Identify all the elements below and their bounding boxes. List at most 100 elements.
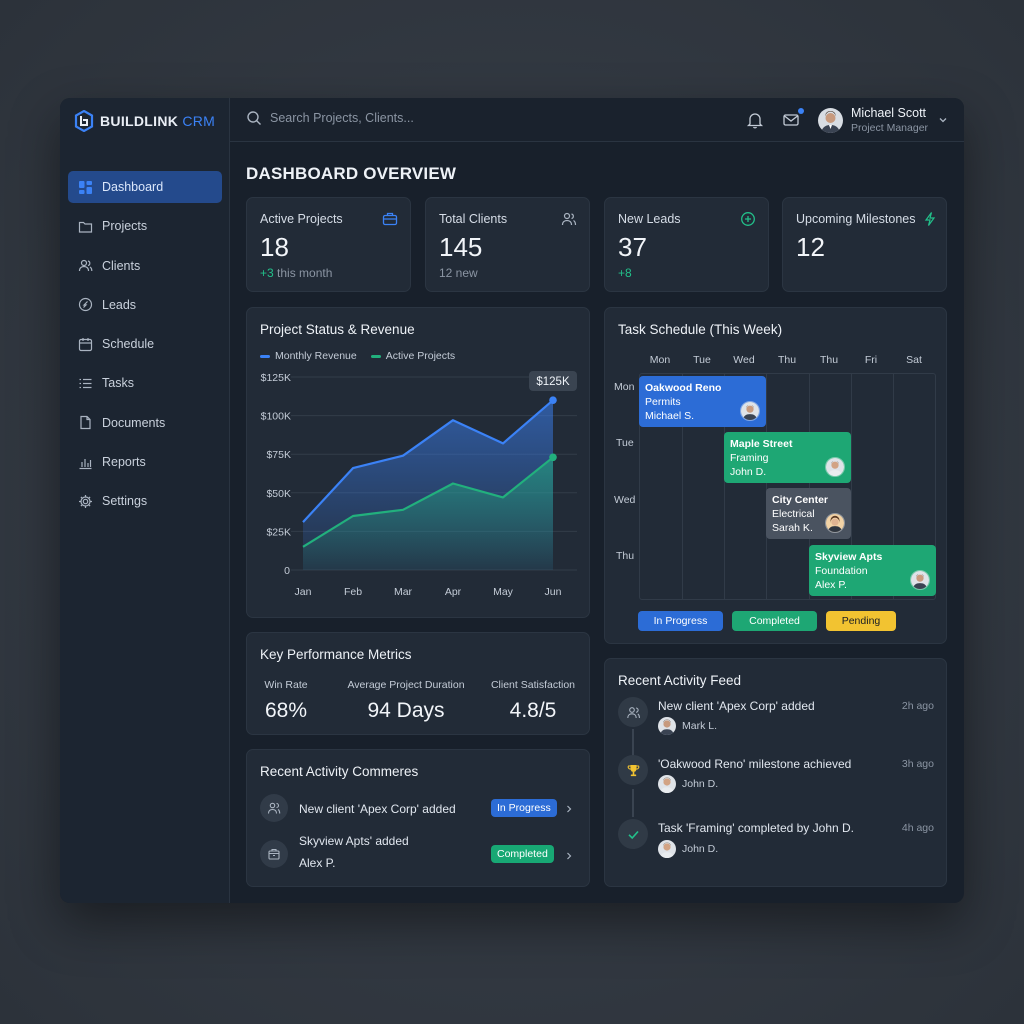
- bar-chart-icon: [78, 455, 93, 470]
- legend-completed[interactable]: Completed: [732, 611, 817, 631]
- trophy-icon: [618, 755, 648, 785]
- briefcase-icon: [382, 212, 398, 226]
- day-header: Thu: [777, 354, 797, 366]
- schedule-legend: In Progress Completed Pending: [638, 611, 896, 631]
- avatar: [658, 775, 676, 793]
- user-name[interactable]: Michael Scott: [851, 106, 927, 120]
- sidebar-item-leads[interactable]: Leads: [68, 289, 222, 321]
- kpi-card-upcoming-milestones[interactable]: Upcoming Milestones 12: [782, 197, 947, 292]
- notification-dot: [798, 108, 804, 114]
- legend-in-progress[interactable]: In Progress: [638, 611, 723, 631]
- kpm-card: Key Performance Metrics Win Rate 68% Ave…: [246, 632, 590, 735]
- event-person: Sarah K.: [772, 522, 813, 534]
- sidebar-item-label: Clients: [102, 258, 141, 273]
- legend-item-revenue[interactable]: Monthly Revenue: [260, 350, 357, 362]
- feed-item-user: John D.: [658, 840, 718, 858]
- tooltip-text: $125K: [536, 376, 570, 388]
- x-tick-label: May: [493, 586, 514, 598]
- event-skyview-apts[interactable]: Skyview Apts Foundation Alex P.: [809, 545, 936, 596]
- x-tick-label: Jun: [545, 586, 562, 598]
- check-icon: [618, 819, 648, 849]
- event-person: Michael S.: [645, 410, 695, 422]
- feed-user-name: John D.: [682, 843, 719, 855]
- package-icon: [260, 840, 288, 868]
- feed-item-time: 4h ago: [901, 822, 934, 834]
- sidebar-item-label: Tasks: [102, 376, 134, 391]
- revenue-chart[interactable]: 0 $25K $50K $75K $100K $125K Jan Feb Mar Apr May Ju…: [247, 308, 591, 619]
- metric-client-satisfaction: Client Satisfaction 4.8/5: [483, 679, 583, 723]
- event-title: Maple Street: [730, 438, 793, 450]
- feed-item-user: John D.: [658, 775, 718, 793]
- brand-name: BUILDLINK: [100, 113, 179, 129]
- sidebar-item-projects[interactable]: Projects: [68, 210, 222, 242]
- kpi-sub-text: 12 new: [439, 266, 478, 280]
- avatar: [740, 401, 760, 421]
- kpi-card-total-clients[interactable]: Total Clients 145 12 new: [425, 197, 590, 292]
- brand-logo[interactable]: BUILDLINK CRM: [74, 110, 215, 132]
- metric-value: 4.8/5: [509, 699, 557, 722]
- legend-swatch: [260, 354, 270, 358]
- sidebar-item-clients[interactable]: Clients: [68, 250, 222, 282]
- kpi-label: Active Projects: [260, 212, 343, 226]
- document-icon: [78, 415, 93, 430]
- sidebar-item-tasks[interactable]: Tasks: [68, 367, 222, 399]
- y-tick-label: $50K: [266, 488, 291, 500]
- feed-item-text[interactable]: Task 'Framing' completed by John D.: [658, 821, 854, 835]
- kpi-sub: +3 this month: [260, 266, 332, 280]
- chevron-down-icon[interactable]: [937, 114, 949, 126]
- day-header: Sat: [906, 354, 922, 366]
- series-area-1: [303, 457, 553, 570]
- event-task: Electrical: [772, 508, 815, 520]
- users-icon: [618, 697, 648, 727]
- kpi-value: 12: [796, 232, 825, 262]
- event-person: Alex P.: [815, 579, 847, 591]
- kpi-sub: 12 new: [439, 266, 478, 280]
- sidebar-item-schedule[interactable]: Schedule: [68, 328, 222, 360]
- event-task: Permits: [645, 396, 681, 408]
- logo-icon: [74, 110, 94, 132]
- avatar[interactable]: [818, 108, 843, 133]
- search-icon: [247, 111, 261, 125]
- search-input[interactable]: Search Projects, Clients...: [246, 110, 414, 126]
- kpi-card-new-leads[interactable]: New Leads 37 +8: [604, 197, 769, 292]
- brand-suffix: CRM: [182, 113, 216, 129]
- feed-item-time: 2h ago: [901, 700, 934, 712]
- legend-item-projects[interactable]: Active Projects: [370, 350, 455, 362]
- day-header: Thu: [819, 354, 839, 366]
- folder-icon: [78, 219, 93, 234]
- event-maple-street[interactable]: Maple Street Framing John D.: [724, 432, 851, 483]
- sidebar-item-dashboard[interactable]: Dashboard: [68, 171, 222, 203]
- feed-item-text[interactable]: New client 'Apex Corp' added: [658, 699, 815, 713]
- sidebar-item-label: Schedule: [102, 337, 155, 352]
- sidebar-item-documents[interactable]: Documents: [68, 407, 222, 439]
- avatar: [910, 570, 930, 590]
- kpi-card-active-projects[interactable]: Active Projects 18 +3 this month: [246, 197, 411, 292]
- chevron-right-icon[interactable]: [564, 851, 574, 861]
- event-city-center[interactable]: City Center Electrical Sarah K.: [766, 488, 851, 539]
- status-badge: In Progress: [491, 799, 557, 817]
- sidebar-item-settings[interactable]: Settings: [68, 485, 222, 517]
- metric-label: Win Rate: [264, 679, 308, 691]
- series-line-1: [302, 456, 554, 548]
- chevron-right-icon[interactable]: [564, 804, 574, 814]
- y-tick-label: $75K: [266, 449, 291, 461]
- event-oakwood-reno[interactable]: Oakwood Reno Permits Michael S.: [639, 376, 766, 427]
- series-endpoint-1: [549, 453, 557, 462]
- metric-win-rate: Win Rate 68%: [257, 679, 315, 723]
- feed-item-text[interactable]: 'Oakwood Reno' milestone achieved: [658, 757, 852, 771]
- search-placeholder: Search Projects, Clients...: [270, 111, 414, 125]
- bell-icon[interactable]: [746, 111, 764, 129]
- kpi-value: 145: [439, 232, 483, 262]
- row-header: Thu: [616, 550, 635, 562]
- legend-pending[interactable]: Pending: [826, 611, 896, 631]
- sidebar-item-label: Documents: [102, 415, 166, 430]
- avatar: [658, 717, 676, 735]
- metric-value: 68%: [264, 699, 308, 722]
- mail-button[interactable]: [782, 108, 804, 129]
- sidebar-item-reports[interactable]: Reports: [68, 446, 222, 478]
- grid-line: [893, 374, 894, 599]
- feed-user-name: Mark L.: [682, 720, 718, 732]
- y-tick-label: 0: [284, 565, 290, 577]
- row-header: Wed: [614, 494, 636, 506]
- topbar: Search Projects, Clients... Michael Scot…: [230, 98, 964, 142]
